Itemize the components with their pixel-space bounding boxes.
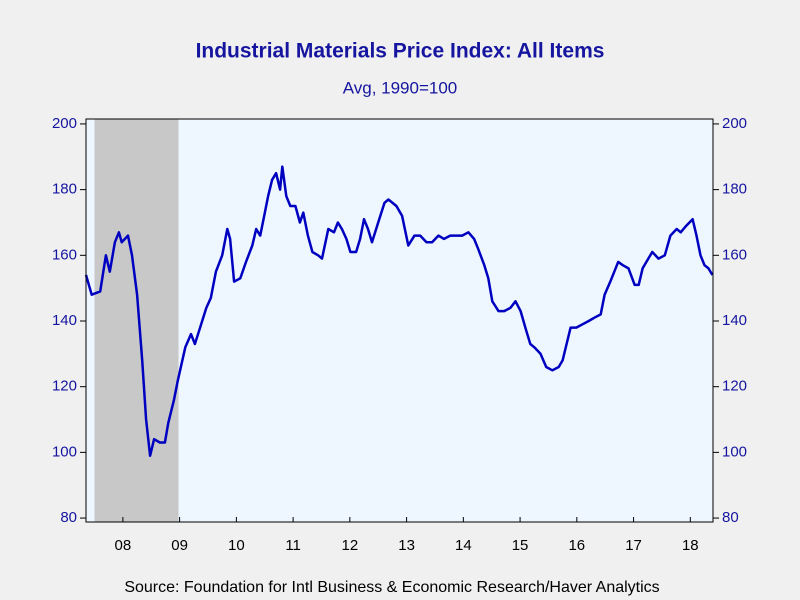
y2-tick-label: 120: [722, 378, 747, 395]
chart-title: Industrial Materials Price Index: All It…: [196, 40, 605, 63]
x-tick-label: 17: [625, 537, 642, 554]
x-tick-label: 15: [512, 537, 529, 554]
x-tick-label: 09: [171, 537, 188, 554]
x-tick-label: 11: [285, 537, 301, 554]
y-tick-label: 200: [52, 115, 77, 132]
x-tick-label: 16: [568, 537, 585, 554]
y-tick-label: 180: [52, 181, 77, 198]
x-tick-label: 14: [455, 537, 472, 554]
x-tick-label: 08: [115, 537, 132, 554]
x-tick-label: 12: [342, 537, 359, 554]
y-tick-label: 140: [52, 312, 77, 329]
y2-tick-label: 100: [722, 443, 747, 460]
y2-tick-label: 80: [722, 509, 739, 526]
y-tick-label: 160: [52, 246, 77, 263]
y2-tick-label: 160: [722, 246, 747, 263]
x-tick-label: 10: [228, 537, 245, 554]
y-tick-label: 120: [52, 378, 77, 395]
y-tick-label: 100: [52, 443, 77, 460]
plot-area: [86, 119, 713, 522]
x-tick-label: 13: [398, 537, 415, 554]
chart-subtitle: Avg, 1990=100: [343, 78, 458, 97]
x-tick-label: 18: [682, 537, 699, 554]
y2-tick-label: 180: [722, 181, 747, 198]
source-note: Source: Foundation for Intl Business & E…: [124, 579, 659, 596]
y-tick-label: 80: [60, 509, 77, 526]
y2-tick-label: 140: [722, 312, 747, 329]
y2-tick-label: 200: [722, 115, 747, 132]
data-line: [84, 165, 714, 457]
recession-band: [94, 119, 179, 522]
